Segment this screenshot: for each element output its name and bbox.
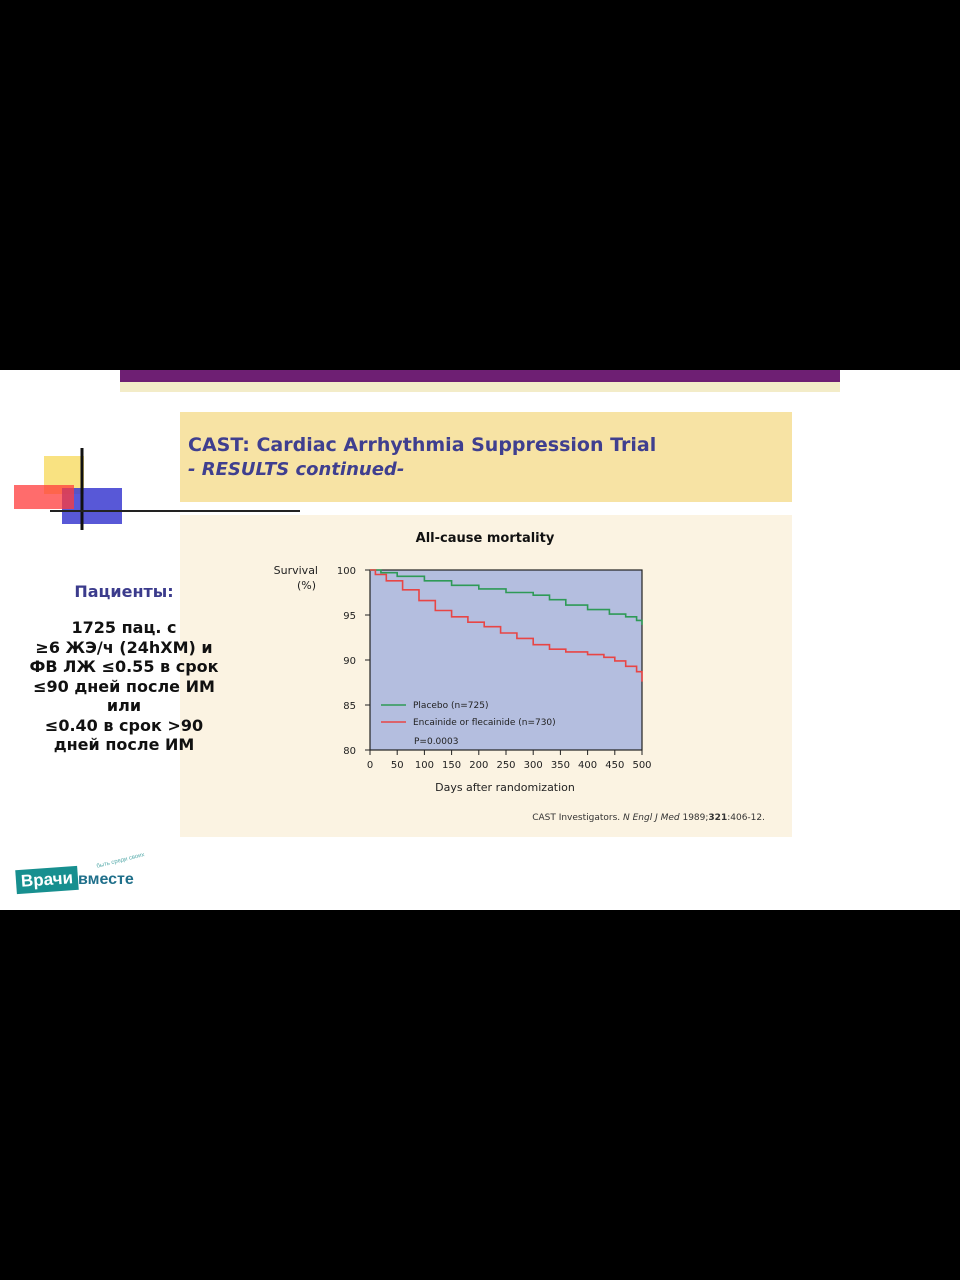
patients-line: ФВ ЛЖ ≤0.55 в срок [29,657,219,676]
axis-ticks: 80 85 90 95 100 0 50 100 150 200 250 300 350 400 450 50… [337,566,652,771]
survival-chart: All-cause mortality Survival (%) 80 85 90 9… [274,531,765,823]
citation-pages: :406-12. [727,813,765,823]
logo-second-text: вместе [78,871,134,888]
chart-title: All-cause mortality [416,531,555,546]
series-line-encainide-flecainide [370,569,643,682]
citation-year: 1989; [680,813,709,823]
patients-line: ≤90 дней после ИМ [33,676,215,696]
x-tick-label: 250 [496,760,515,771]
header-bar [120,370,840,382]
series-lines [370,569,643,682]
decorative-squares-graphic [14,448,300,530]
patients-line: дней после ИМ [53,735,195,754]
x-axis-label: Days after randomization [435,781,575,794]
legend-label: Placebo (n=725) [413,701,488,711]
citation-journal: N Engl J Med [623,813,680,823]
legend: Placebo (n=725) Encainide or flecainide (… [381,701,556,728]
logo-tagline: быть среди своих [96,852,146,870]
y-axis-label-line2: (%) [297,579,316,592]
y-tick-label: 85 [343,701,356,712]
x-tick-label: 300 [524,760,543,771]
x-tick-label: 350 [551,760,570,771]
x-tick-label: 450 [605,760,624,771]
patients-line: ≥6 ЖЭ/ч (24hXM) и [35,637,213,657]
slide-subtitle: - RESULTS continued- [188,459,405,480]
x-tick-label: 400 [578,760,597,771]
citation-prefix: CAST Investigators. [532,813,623,823]
x-tick-label: 500 [632,760,651,771]
patients-line: ≤0.40 в срок >90 [44,715,204,735]
y-tick-label: 80 [343,746,356,757]
vrachi-vmeste-logo: Врачи вместе быть среди своих [14,852,154,906]
title-box: CAST: Cardiac Arrhythmia Suppression Tri… [180,412,792,502]
p-value-annotation: P=0.0003 [414,737,458,747]
y-axis-label-line1: Survival [274,564,318,577]
x-tick-label: 50 [391,760,404,771]
x-tick-label: 150 [442,760,461,771]
legend-label: Encainide or flecainide (n=730) [413,718,556,728]
x-tick-label: 200 [469,760,488,771]
patients-heading: Пациенты: [74,582,174,601]
patients-line: 1725 пац. с [71,618,177,637]
y-tick-label: 95 [343,611,356,622]
slide: CAST: Cardiac Arrhythmia Suppression Tri… [0,370,960,910]
header-bar-underline [120,382,840,392]
slide-title: CAST: Cardiac Arrhythmia Suppression Tri… [188,434,657,456]
patients-criteria: 1725 пац. с ≥6 ЖЭ/ч (24hXM) и ФВ ЛЖ ≤0.5… [0,618,248,755]
citation: CAST Investigators. N Engl J Med 1989;32… [532,813,765,823]
series-line-placebo [370,569,643,625]
y-tick-label: 100 [337,566,356,577]
x-tick-label: 100 [415,760,434,771]
logo-main-text: Врачи [15,865,79,895]
plot-area [369,569,643,751]
y-tick-label: 90 [343,656,356,667]
x-tick-label: 0 [367,760,373,771]
patients-line: или [106,696,142,715]
citation-volume: 321 [708,813,727,823]
